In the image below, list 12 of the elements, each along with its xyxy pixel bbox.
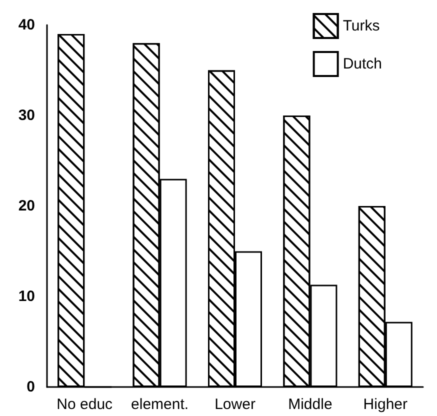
x-tick-label: Lower xyxy=(214,396,256,413)
x-tick-label: Middle xyxy=(288,396,332,413)
x-tick-label: element. xyxy=(131,396,189,413)
y-tick-label: 20 xyxy=(18,198,35,214)
x-tick-label: No educ xyxy=(56,396,114,413)
y-tick-label: 30 xyxy=(18,107,35,124)
y-tick-label: 0 xyxy=(26,378,35,396)
y-tick-label: 10 xyxy=(18,288,35,305)
y-tick-label: 40 xyxy=(18,16,35,34)
x-tick-label: Higher xyxy=(363,396,408,413)
legend-label: Dutch xyxy=(342,56,382,72)
legend-label: Turks xyxy=(342,18,380,34)
